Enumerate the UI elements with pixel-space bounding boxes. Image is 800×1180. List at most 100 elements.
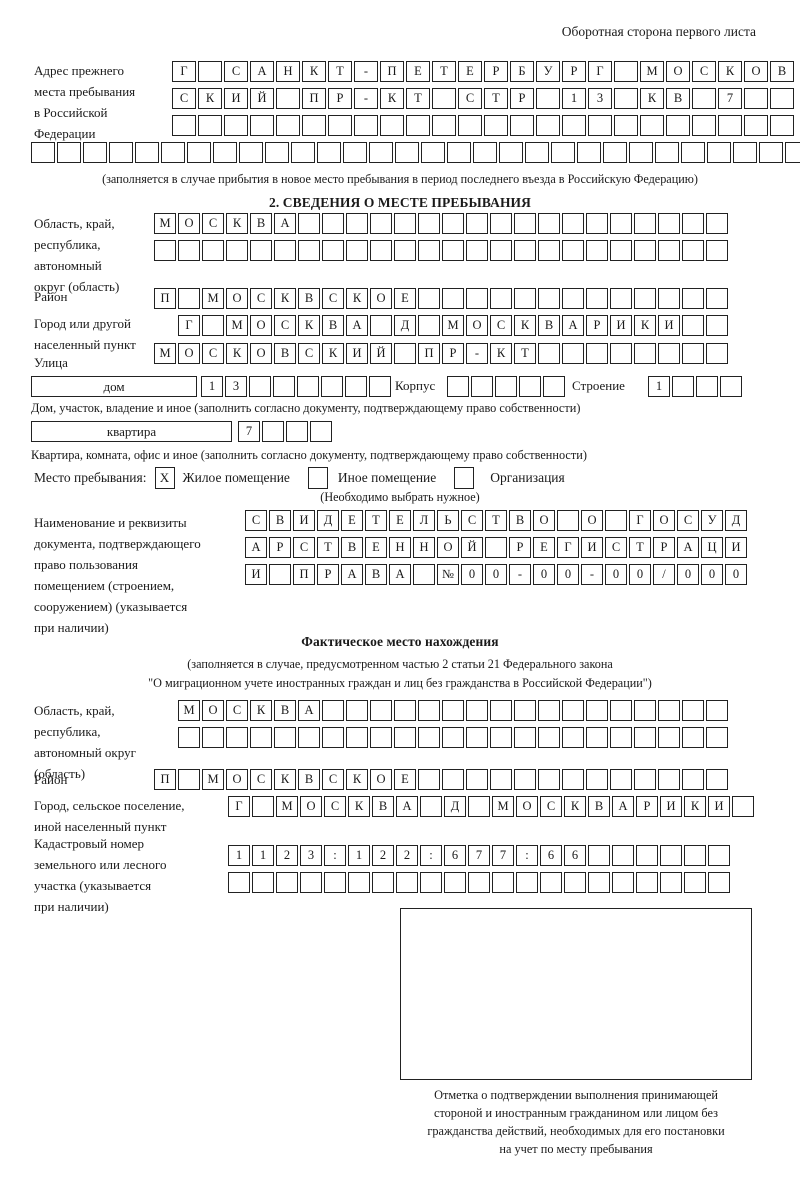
actual-district-comb-cell-3[interactable]: М [202, 769, 224, 790]
cadastral-comb-row-1-cell-7[interactable]: 2 [372, 845, 394, 866]
prev-address-comb-row-1-cell-4[interactable]: А [250, 61, 274, 82]
document-comb-row-2-cell-19[interactable]: А [677, 537, 699, 558]
section2-region-comb-row-2-cell-10[interactable] [370, 240, 392, 261]
actual-district-comb-cell-6[interactable]: К [274, 769, 296, 790]
cadastral-comb-row-1-cell-3[interactable]: 2 [276, 845, 298, 866]
document-comb-row-3-cell-17[interactable]: 0 [629, 564, 651, 585]
section2-district-comb-cell-22[interactable] [658, 288, 680, 309]
prev-address-comb-row-3-cell-11[interactable] [432, 115, 456, 136]
document-comb-row-2-cell-8[interactable]: Н [413, 537, 435, 558]
document-comb-row-3-cell-16[interactable]: 0 [605, 564, 627, 585]
section2-city-comb-cell-11[interactable] [418, 315, 440, 336]
section2-region-comb-row-1-cell-1[interactable]: М [154, 213, 176, 234]
document-comb-row-1-cell-16[interactable] [605, 510, 627, 531]
document-comb-row-2-cell-13[interactable]: Е [533, 537, 555, 558]
prev-address-comb-row-3-cell-8[interactable] [354, 115, 378, 136]
document-comb-row-2-cell-21[interactable]: И [725, 537, 747, 558]
actual-city-comb-cell-20[interactable]: К [684, 796, 706, 817]
document-comb-row-3-cell-21[interactable]: 0 [725, 564, 747, 585]
document-comb-row-2-cell-9[interactable]: О [437, 537, 459, 558]
section2-street-comb-cell-7[interactable]: С [298, 343, 320, 364]
actual-city-comb-cell-10[interactable]: Д [444, 796, 466, 817]
prev-address-comb-row-2-cell-13[interactable]: Т [484, 88, 508, 109]
korpus-comb-cell-5[interactable] [543, 376, 565, 397]
prev-address-comb-row-3-cell-17[interactable] [588, 115, 612, 136]
document-comb-row-3-cell-9[interactable]: № [437, 564, 459, 585]
cadastral-comb-row-2-cell-14[interactable] [540, 872, 562, 893]
cadastral-comb-row-2-cell-21[interactable] [708, 872, 730, 893]
prev-address-comb-row-4-cell-1[interactable] [31, 142, 55, 163]
actual-district-comb-cell-1[interactable]: П [154, 769, 176, 790]
actual-district-comb-cell-13[interactable] [442, 769, 464, 790]
section2-region-comb-row-1-cell-13[interactable] [442, 213, 464, 234]
section2-district-comb-cell-5[interactable]: С [250, 288, 272, 309]
section2-city-comb-cell-13[interactable]: О [466, 315, 488, 336]
document-comb-row-3-cell-18[interactable]: / [653, 564, 675, 585]
actual-region-comb-row-2-cell-3[interactable] [226, 727, 248, 748]
prev-address-comb-row-4-cell-9[interactable] [239, 142, 263, 163]
section2-city-comb-cell-9[interactable] [370, 315, 392, 336]
cadastral-comb-row-1-cell-20[interactable] [684, 845, 706, 866]
actual-region-comb-row-1-cell-20[interactable] [634, 700, 656, 721]
prev-address-comb-row-2-cell-3[interactable]: И [224, 88, 248, 109]
section2-street-comb-cell-21[interactable] [634, 343, 656, 364]
prev-address-comb-row-1-cell-24[interactable]: В [770, 61, 794, 82]
section2-street-comb-cell-17[interactable] [538, 343, 560, 364]
prev-address-comb-row-3-cell-7[interactable] [328, 115, 352, 136]
cadastral-comb-row-2-cell-12[interactable] [492, 872, 514, 893]
prev-address-comb-row-2-cell-8[interactable]: - [354, 88, 378, 109]
actual-region-comb-row-2-cell-19[interactable] [610, 727, 632, 748]
prev-address-comb-row-4-cell-2[interactable] [57, 142, 81, 163]
section2-city-comb-cell-2[interactable] [202, 315, 224, 336]
cadastral-comb-row-2-cell-1[interactable] [228, 872, 250, 893]
cadastral-comb-row-1-cell-1[interactable]: 1 [228, 845, 250, 866]
house-number-comb-cell-6[interactable] [321, 376, 343, 397]
prev-address-comb-row-3-cell-5[interactable] [276, 115, 300, 136]
section2-region-comb-row-1-cell-17[interactable] [538, 213, 560, 234]
prev-address-comb-row-2-cell-11[interactable] [432, 88, 456, 109]
document-comb-row-1-cell-11[interactable]: Т [485, 510, 507, 531]
prev-address-comb-row-4-cell-25[interactable] [655, 142, 679, 163]
actual-region-comb-row-1-cell-22[interactable] [682, 700, 704, 721]
section2-city-comb-cell-18[interactable]: Р [586, 315, 608, 336]
prev-address-comb-row-3-cell-13[interactable] [484, 115, 508, 136]
korpus-comb-cell-3[interactable] [495, 376, 517, 397]
section2-city-comb-cell-22[interactable] [682, 315, 704, 336]
prev-address-comb-row-2-cell-14[interactable]: Р [510, 88, 534, 109]
prev-address-comb-row-3-cell-19[interactable] [640, 115, 664, 136]
actual-city-comb-cell-2[interactable] [252, 796, 274, 817]
section2-city-comb-cell-21[interactable]: И [658, 315, 680, 336]
actual-region-comb-row-1-cell-8[interactable] [346, 700, 368, 721]
house-number-comb-cell-2[interactable]: 3 [225, 376, 247, 397]
actual-city-comb-cell-5[interactable]: С [324, 796, 346, 817]
actual-region-comb-row-2-cell-10[interactable] [394, 727, 416, 748]
section2-street-comb-cell-1[interactable]: М [154, 343, 176, 364]
section2-district-comb-cell-23[interactable] [682, 288, 704, 309]
cadastral-comb-row-2-cell-5[interactable] [324, 872, 346, 893]
actual-region-comb-row-2-cell-16[interactable] [538, 727, 560, 748]
actual-region-comb-row-2-cell-11[interactable] [418, 727, 440, 748]
prev-address-comb-row-1-cell-3[interactable]: С [224, 61, 248, 82]
document-comb-row-3-cell-2[interactable] [269, 564, 291, 585]
stay-type-checkbox-residential[interactable]: X [154, 467, 175, 489]
section2-street-comb-cell-13[interactable]: Р [442, 343, 464, 364]
prev-address-comb-row-2-cell-16[interactable]: 1 [562, 88, 586, 109]
actual-city-comb-cell-12[interactable]: М [492, 796, 514, 817]
section2-street-comb-cell-8[interactable]: К [322, 343, 344, 364]
actual-region-comb-row-2-cell-12[interactable] [442, 727, 464, 748]
cadastral-comb-row-2-cell-10[interactable] [444, 872, 466, 893]
section2-street-comb-cell-20[interactable] [610, 343, 632, 364]
prev-address-comb-row-2-cell-7[interactable]: Р [328, 88, 352, 109]
document-comb-row-2-cell-15[interactable]: И [581, 537, 603, 558]
document-comb-row-3-cell-5[interactable]: А [341, 564, 363, 585]
document-comb-row-1-cell-1[interactable]: С [245, 510, 267, 531]
actual-region-comb-row-1-cell-21[interactable] [658, 700, 680, 721]
section2-region-comb-row-2-cell-5[interactable] [250, 240, 272, 261]
prev-address-comb-row-4-cell-5[interactable] [135, 142, 159, 163]
cadastral-comb-row-2-cell-6[interactable] [348, 872, 370, 893]
document-comb-row-1-cell-13[interactable]: О [533, 510, 555, 531]
document-comb-row-2-cell-7[interactable]: Н [389, 537, 411, 558]
section2-street-comb-cell-22[interactable] [658, 343, 680, 364]
section2-region-comb-row-1-cell-6[interactable]: А [274, 213, 296, 234]
